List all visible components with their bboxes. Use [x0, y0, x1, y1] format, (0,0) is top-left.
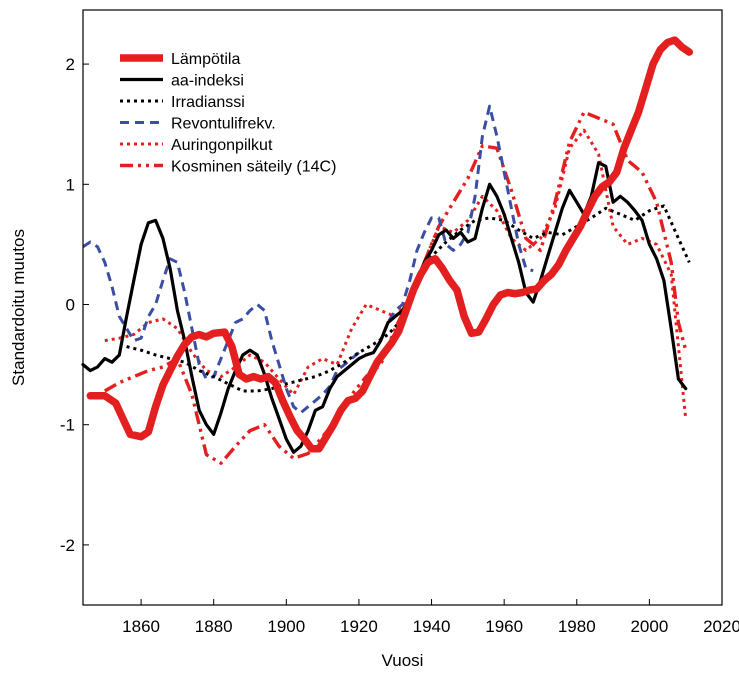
x-tick-label: 2000 — [630, 617, 668, 636]
legend: Lämpötila aa-indeksi Irradianssi Revontulif… — [120, 51, 336, 176]
x-tick-label: 1980 — [558, 617, 596, 636]
x-tick-label: 1900 — [267, 617, 305, 636]
y-tick-label: -1 — [60, 416, 75, 435]
legend-label-0: Lämpötila — [171, 51, 240, 68]
x-tick-label: 1940 — [413, 617, 451, 636]
x-tick-label: 2020 — [703, 617, 739, 636]
series-line-0 — [86, 36, 694, 453]
plot-frame — [82, 9, 723, 606]
legend-label-4: Auringonpilkut — [171, 137, 273, 154]
ticks-layer: 1860 1880 1900 1920 1940 1960 1980 2000 2020 -2 -1… — [60, 55, 739, 636]
y-tick-label: 0 — [66, 295, 75, 314]
x-axis-label: Vuosi — [382, 651, 424, 670]
series-line-1 — [81, 161, 688, 454]
legend-label-1: aa-indeksi — [171, 73, 244, 90]
x-tick-label: 1960 — [485, 617, 523, 636]
legend-label-5: Kosminen säteily (14C) — [171, 159, 336, 176]
series-line-3 — [82, 104, 534, 415]
y-tick-label: 2 — [66, 55, 75, 74]
legend-label-3: Revontulifrekv. — [171, 116, 276, 133]
y-tick-label: 1 — [66, 175, 75, 194]
series-line-4 — [104, 128, 688, 419]
legend-label-2: Irradianssi — [171, 94, 245, 111]
series-layer — [81, 36, 694, 465]
x-tick-label: 1860 — [122, 617, 160, 636]
x-tick-label: 1880 — [195, 617, 233, 636]
y-tick-label: -2 — [60, 536, 75, 555]
y-axis-label: Standardoitu muutos — [9, 229, 28, 386]
x-tick-label: 1920 — [340, 617, 378, 636]
